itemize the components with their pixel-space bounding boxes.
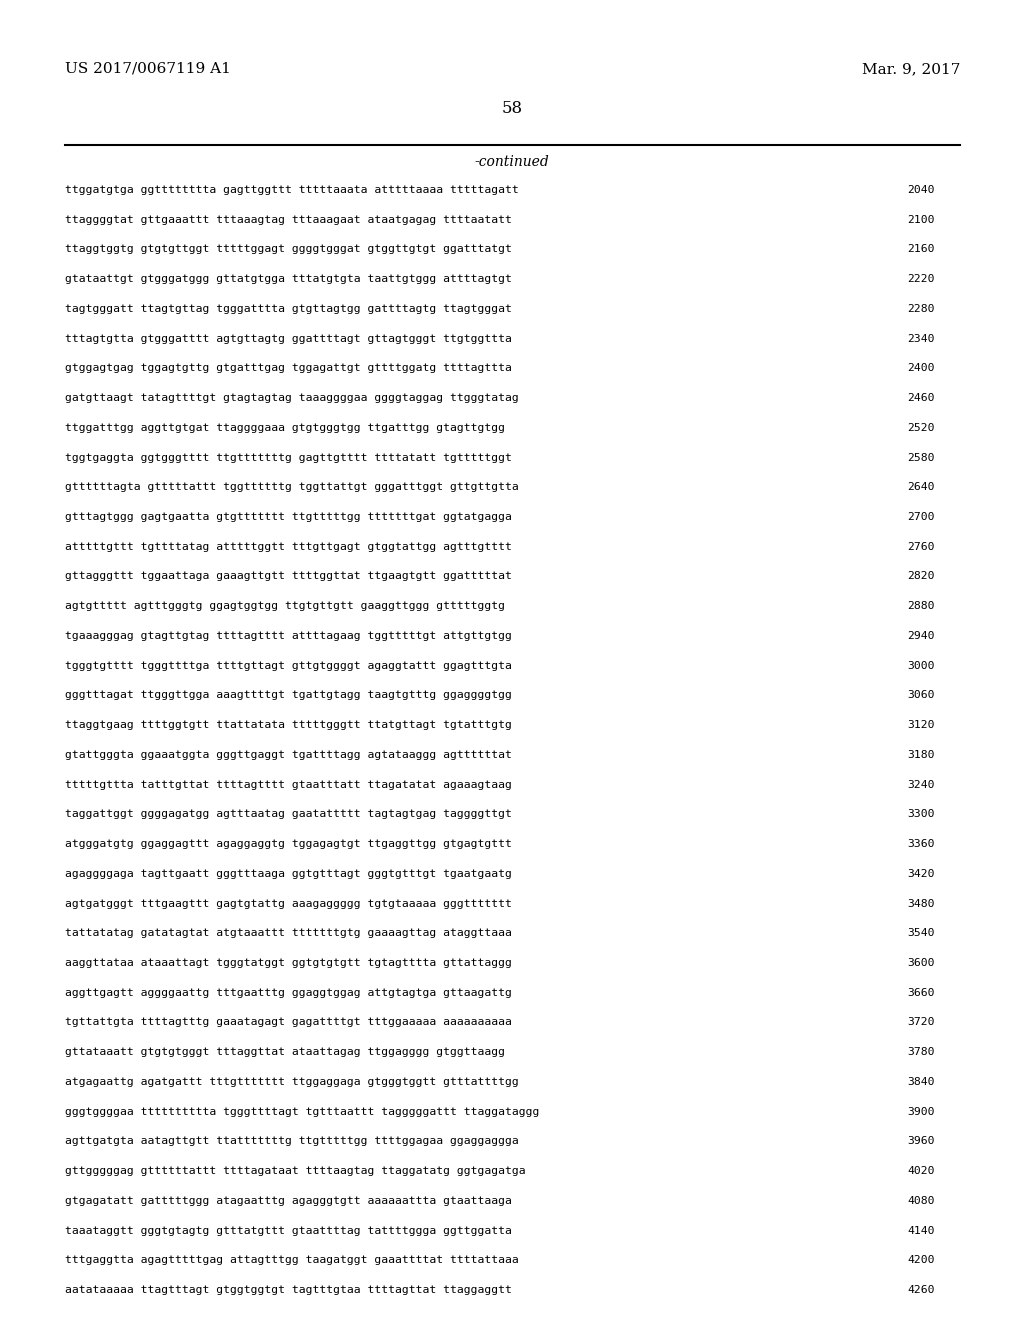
Text: tttgaggtta agagtttttgag attagtttgg taagatggt gaaattttat ttttattaaa: tttgaggtta agagtttttgag attagtttgg taaga… xyxy=(65,1255,519,1266)
Text: 3780: 3780 xyxy=(907,1047,935,1057)
Text: agaggggaga tagttgaatt gggtttaaga ggtgtttagt gggtgtttgt tgaatgaatg: agaggggaga tagttgaatt gggtttaaga ggtgttt… xyxy=(65,869,512,879)
Text: 2640: 2640 xyxy=(907,482,935,492)
Text: 3540: 3540 xyxy=(907,928,935,939)
Text: 58: 58 xyxy=(502,100,522,117)
Text: gggtttagat ttgggttgga aaagttttgt tgattgtagg taagtgtttg ggaggggtgg: gggtttagat ttgggttgga aaagttttgt tgattgt… xyxy=(65,690,512,701)
Text: gtttagtggg gagtgaatta gtgttttttt ttgtttttgg tttttttgat ggtatgagga: gtttagtggg gagtgaatta gtgttttttt ttgtttt… xyxy=(65,512,512,521)
Text: tattatatag gatatagtat atgtaaattt tttttttgtg gaaaagttag ataggttaaa: tattatatag gatatagtat atgtaaattt ttttttt… xyxy=(65,928,512,939)
Text: US 2017/0067119 A1: US 2017/0067119 A1 xyxy=(65,62,230,77)
Text: 2280: 2280 xyxy=(907,304,935,314)
Text: gtggagtgag tggagtgttg gtgatttgag tggagattgt gttttggatg ttttagttta: gtggagtgag tggagtgttg gtgatttgag tggagat… xyxy=(65,363,512,374)
Text: 2580: 2580 xyxy=(907,453,935,462)
Text: 2160: 2160 xyxy=(907,244,935,255)
Text: 2460: 2460 xyxy=(907,393,935,403)
Text: gggtggggaa tttttttttta tgggttttagt tgtttaattt tagggggattt ttaggataggg: gggtggggaa tttttttttta tgggttttagt tgttt… xyxy=(65,1106,540,1117)
Text: 2400: 2400 xyxy=(907,363,935,374)
Text: 3840: 3840 xyxy=(907,1077,935,1086)
Text: gttataaatt gtgtgtgggt tttaggttat ataattagag ttggagggg gtggttaagg: gttataaatt gtgtgtgggt tttaggttat ataatta… xyxy=(65,1047,505,1057)
Text: agtgttttt agtttgggtg ggagtggtgg ttgtgttgtt gaaggttggg gtttttggtg: agtgttttt agtttgggtg ggagtggtgg ttgtgttg… xyxy=(65,601,505,611)
Text: gttagggttt tggaattaga gaaagttgtt ttttggttat ttgaagtgtt ggatttttat: gttagggttt tggaattaga gaaagttgtt ttttggt… xyxy=(65,572,512,582)
Text: gttttttagta gtttttattt tggttttttg tggttattgt gggatttggt gttgttgtta: gttttttagta gtttttattt tggttttttg tggtta… xyxy=(65,482,519,492)
Text: 2760: 2760 xyxy=(907,541,935,552)
Text: 3420: 3420 xyxy=(907,869,935,879)
Text: -continued: -continued xyxy=(475,154,549,169)
Text: tttttgttta tatttgttat ttttagtttt gtaatttatt ttagatatat agaaagtaag: tttttgttta tatttgttat ttttagtttt gtaattt… xyxy=(65,780,512,789)
Text: 3300: 3300 xyxy=(907,809,935,820)
Text: 3900: 3900 xyxy=(907,1106,935,1117)
Text: tgggtgtttt tgggttttga ttttgttagt gttgtggggt agaggtattt ggagtttgta: tgggtgtttt tgggttttga ttttgttagt gttgtgg… xyxy=(65,661,512,671)
Text: taggattggt ggggagatgg agtttaatag gaatattttt tagtagtgag taggggttgt: taggattggt ggggagatgg agtttaatag gaatatt… xyxy=(65,809,512,820)
Text: 3480: 3480 xyxy=(907,899,935,908)
Text: 4020: 4020 xyxy=(907,1166,935,1176)
Text: 2340: 2340 xyxy=(907,334,935,343)
Text: gatgttaagt tatagttttgt gtagtagtag taaaggggaa ggggtaggag ttgggtatag: gatgttaagt tatagttttgt gtagtagtag taaagg… xyxy=(65,393,519,403)
Text: 2880: 2880 xyxy=(907,601,935,611)
Text: taaataggtt gggtgtagtg gtttatgttt gtaattttag tattttggga ggttggatta: taaataggtt gggtgtagtg gtttatgttt gtaattt… xyxy=(65,1225,512,1236)
Text: tagtgggatt ttagtgttag tgggatttta gtgttagtgg gattttagtg ttagtgggat: tagtgggatt ttagtgttag tgggatttta gtgttag… xyxy=(65,304,512,314)
Text: agttgatgta aatagttgtt ttatttttttg ttgtttttgg ttttggagaa ggaggaggga: agttgatgta aatagttgtt ttatttttttg ttgttt… xyxy=(65,1137,519,1146)
Text: 4260: 4260 xyxy=(907,1284,935,1295)
Text: 2700: 2700 xyxy=(907,512,935,521)
Text: Mar. 9, 2017: Mar. 9, 2017 xyxy=(861,62,961,77)
Text: 3180: 3180 xyxy=(907,750,935,760)
Text: 3240: 3240 xyxy=(907,780,935,789)
Text: tgaaagggag gtagttgtag ttttagtttt attttagaag tggtttttgt attgttgtgg: tgaaagggag gtagttgtag ttttagtttt attttag… xyxy=(65,631,512,642)
Text: gttgggggag gttttttattt ttttagataat ttttaagtag ttaggatatg ggtgagatga: gttgggggag gttttttattt ttttagataat tttta… xyxy=(65,1166,525,1176)
Text: ttaggggtat gttgaaattt tttaaagtag tttaaagaat ataatgagag ttttaatatt: ttaggggtat gttgaaattt tttaaagtag tttaaag… xyxy=(65,215,512,224)
Text: 3720: 3720 xyxy=(907,1018,935,1027)
Text: atgggatgtg ggaggagttt agaggaggtg tggagagtgt ttgaggttgg gtgagtgttt: atgggatgtg ggaggagttt agaggaggtg tggagag… xyxy=(65,840,512,849)
Text: aatataaaaa ttagtttagt gtggtggtgt tagtttgtaa ttttagttat ttaggaggtt: aatataaaaa ttagtttagt gtggtggtgt tagtttg… xyxy=(65,1284,512,1295)
Text: ttggatttgg aggttgtgat ttaggggaaa gtgtgggtgg ttgatttgg gtagttgtgg: ttggatttgg aggttgtgat ttaggggaaa gtgtggg… xyxy=(65,422,505,433)
Text: 3600: 3600 xyxy=(907,958,935,968)
Text: ttaggtggtg gtgtgttggt tttttggagt ggggtgggat gtggttgtgt ggatttatgt: ttaggtggtg gtgtgttggt tttttggagt ggggtgg… xyxy=(65,244,512,255)
Text: aaggttataa ataaattagt tgggtatggt ggtgtgtgtt tgtagtttta gttattaggg: aaggttataa ataaattagt tgggtatggt ggtgtgt… xyxy=(65,958,512,968)
Text: ttaggtgaag ttttggtgtt ttattatata tttttgggtt ttatgttagt tgtatttgtg: ttaggtgaag ttttggtgtt ttattatata tttttgg… xyxy=(65,721,512,730)
Text: gtgagatatt gatttttggg atagaatttg agagggtgtt aaaaaattta gtaattaaga: gtgagatatt gatttttggg atagaatttg agagggt… xyxy=(65,1196,512,1205)
Text: gtattgggta ggaaatggta gggttgaggt tgattttagg agtataaggg agttttttat: gtattgggta ggaaatggta gggttgaggt tgatttt… xyxy=(65,750,512,760)
Text: atgagaattg agatgattt tttgttttttt ttggaggaga gtgggtggtt gtttattttgg: atgagaattg agatgattt tttgttttttt ttggagg… xyxy=(65,1077,519,1086)
Text: agtgatgggt tttgaagttt gagtgtattg aaagaggggg tgtgtaaaaa gggttttttt: agtgatgggt tttgaagttt gagtgtattg aaagagg… xyxy=(65,899,512,908)
Text: gtataattgt gtgggatggg gttatgtgga tttatgtgta taattgtggg attttagtgt: gtataattgt gtgggatggg gttatgtgga tttatgt… xyxy=(65,275,512,284)
Text: 2100: 2100 xyxy=(907,215,935,224)
Text: 4080: 4080 xyxy=(907,1196,935,1205)
Text: 3660: 3660 xyxy=(907,987,935,998)
Text: 3060: 3060 xyxy=(907,690,935,701)
Text: tgttattgta ttttagtttg gaaatagagt gagattttgt tttggaaaaa aaaaaaaaaa: tgttattgta ttttagtttg gaaatagagt gagattt… xyxy=(65,1018,512,1027)
Text: 3960: 3960 xyxy=(907,1137,935,1146)
Text: 2940: 2940 xyxy=(907,631,935,642)
Text: 4140: 4140 xyxy=(907,1225,935,1236)
Text: 4200: 4200 xyxy=(907,1255,935,1266)
Text: 3120: 3120 xyxy=(907,721,935,730)
Text: 2520: 2520 xyxy=(907,422,935,433)
Text: tggtgaggta ggtgggtttt ttgtttttttg gagttgtttt ttttatatt tgtttttggt: tggtgaggta ggtgggtttt ttgtttttttg gagttg… xyxy=(65,453,512,462)
Text: ttggatgtga ggtttttttta gagttggttt tttttaaata atttttaaaa tttttagatt: ttggatgtga ggtttttttta gagttggttt ttttta… xyxy=(65,185,519,195)
Text: aggttgagtt aggggaattg tttgaatttg ggaggtggag attgtagtga gttaagattg: aggttgagtt aggggaattg tttgaatttg ggaggtg… xyxy=(65,987,512,998)
Text: tttagtgtta gtgggatttt agtgttagtg ggattttagt gttagtgggt ttgtggttta: tttagtgtta gtgggatttt agtgttagtg ggatttt… xyxy=(65,334,512,343)
Text: 3000: 3000 xyxy=(907,661,935,671)
Text: 2040: 2040 xyxy=(907,185,935,195)
Text: 3360: 3360 xyxy=(907,840,935,849)
Text: atttttgttt tgttttatag atttttggtt tttgttgagt gtggtattgg agtttgtttt: atttttgttt tgttttatag atttttggtt tttgttg… xyxy=(65,541,512,552)
Text: 2220: 2220 xyxy=(907,275,935,284)
Text: 2820: 2820 xyxy=(907,572,935,582)
